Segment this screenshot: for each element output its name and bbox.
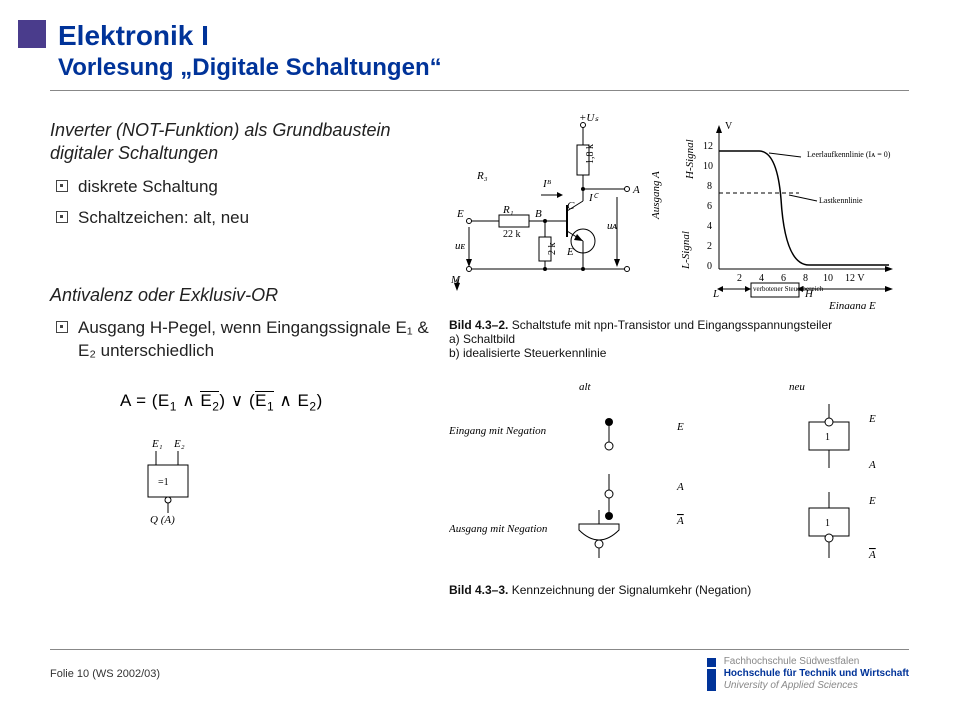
- label-E1: E₁: [151, 438, 163, 450]
- footer: Folie 10 (WS 2002/03) Fachhochschule Süd…: [50, 649, 909, 692]
- label-E2: E₂: [173, 438, 185, 450]
- svg-text:Lastkennlinie: Lastkennlinie: [819, 196, 863, 205]
- xor-symbol-diagram: E₁ E₂ =1 Q (A): [140, 435, 439, 530]
- svg-text:Iꟲ: Iꟲ: [588, 192, 600, 204]
- bullet-item: Schaltzeichen: alt, neu: [56, 207, 439, 230]
- fh-logo: Fachhochschule Südwestfalen Hochschule f…: [707, 656, 909, 692]
- bullet-item: Ausgang H-Pegel, wenn Ein­gangssignale E…: [56, 317, 439, 363]
- svg-text:2: 2: [737, 273, 742, 284]
- svg-text:12 V: 12 V: [845, 273, 865, 284]
- svg-text:Ausgang A: Ausgang A: [650, 171, 662, 220]
- slide-number: Folie 10 (WS 2002/03): [50, 668, 160, 680]
- svg-text:E: E: [868, 413, 876, 425]
- svg-text:E: E: [868, 495, 876, 507]
- svg-text:6: 6: [707, 201, 712, 212]
- svg-text:Eingang E: Eingang E: [828, 300, 876, 309]
- svg-text:4: 4: [707, 221, 712, 232]
- corner-decoration: [18, 20, 46, 48]
- svg-text:R₃: R₃: [476, 170, 488, 182]
- section2-list: Ausgang H-Pegel, wenn Ein­gangssignale E…: [50, 317, 439, 363]
- svg-text:uᴇ: uᴇ: [455, 240, 466, 252]
- svg-text:1: 1: [825, 518, 830, 529]
- fh-logo-mark: [707, 658, 716, 691]
- page-title: Elektronik I: [58, 20, 909, 52]
- left-column: Inverter (NOT-Funktion) als Grundbaustei…: [50, 109, 439, 597]
- svg-text:12: 12: [703, 141, 713, 152]
- section1-list: diskrete Schaltung Schaltzeichen: alt, n…: [50, 176, 439, 230]
- svg-text:A: A: [632, 184, 640, 196]
- svg-text:Ausgang mit Negation: Ausgang mit Negation: [449, 523, 548, 535]
- bullet-item: diskrete Schaltung: [56, 176, 439, 199]
- header-divider: [50, 90, 909, 91]
- svg-text:2 k: 2 k: [547, 243, 558, 256]
- right-column: +Uₛ 1,8 k R₃ A Iᴮ: [449, 109, 909, 597]
- svg-text:2: 2: [707, 241, 712, 252]
- svg-text:0: 0: [707, 261, 712, 272]
- svg-text:10: 10: [823, 273, 833, 284]
- section2-heading: Antivalenz oder Exklusiv-OR: [50, 284, 439, 307]
- svg-text:neu: neu: [789, 381, 805, 393]
- svg-text:A: A: [676, 515, 684, 527]
- svg-text:H-Signal: H-Signal: [684, 139, 696, 180]
- svg-text:8: 8: [803, 273, 808, 284]
- figure-negation: alt neu E Eingang mit Negation A Ausgang…: [449, 374, 909, 597]
- svg-text:E: E: [566, 246, 574, 258]
- label-eq1: =1: [158, 477, 169, 488]
- figure1-caption: Bild 4.3–2. Schaltstufe mit npn-Transist…: [449, 318, 909, 360]
- svg-text:B: B: [535, 208, 542, 220]
- section1-heading: Inverter (NOT-Funktion) als Grundbaustei…: [50, 119, 439, 166]
- svg-text:1,8 k: 1,8 k: [585, 144, 596, 164]
- svg-text:L-Signal: L-Signal: [680, 231, 692, 270]
- svg-text:8: 8: [707, 181, 712, 192]
- svg-text:V: V: [725, 121, 733, 132]
- svg-text:6: 6: [781, 273, 786, 284]
- svg-text:A: A: [868, 459, 876, 471]
- svg-text:22 k: 22 k: [503, 229, 521, 240]
- svg-text:R₁: R₁: [502, 204, 514, 216]
- svg-text:1: 1: [825, 432, 830, 443]
- svg-text:4: 4: [759, 273, 764, 284]
- svg-text:Eingang mit Negation: Eingang mit Negation: [449, 425, 547, 437]
- svg-text:10: 10: [703, 161, 713, 172]
- svg-text:Leerlaufkennlinie (Iᴀ = 0): Leerlaufkennlinie (Iᴀ = 0): [807, 150, 891, 159]
- fh-logo-text: Fachhochschule Südwestfalen Hochschule f…: [724, 656, 909, 692]
- svg-text:E: E: [676, 421, 684, 433]
- label-QA: Q (A): [150, 514, 175, 525]
- svg-text:E: E: [456, 208, 464, 220]
- svg-text:uᴀ: uᴀ: [607, 220, 618, 232]
- svg-text:H: H: [804, 288, 814, 300]
- svg-text:alt: alt: [579, 381, 592, 393]
- page-subtitle: Vorlesung „Digitale Schaltungen“: [58, 54, 909, 82]
- svg-text:A: A: [868, 549, 876, 561]
- formula: A = (E1 ∧ E2) ∨ (E1 ∧ E2): [120, 391, 439, 413]
- svg-text:A: A: [676, 481, 684, 493]
- svg-text:L: L: [712, 288, 719, 300]
- figure-schaltstufe: +Uₛ 1,8 k R₃ A Iᴮ: [449, 109, 909, 360]
- svg-text:Iᴮ: Iᴮ: [542, 178, 552, 190]
- figure2-caption: Bild 4.3–3. Kennzeichnung der Signalumke…: [449, 583, 909, 597]
